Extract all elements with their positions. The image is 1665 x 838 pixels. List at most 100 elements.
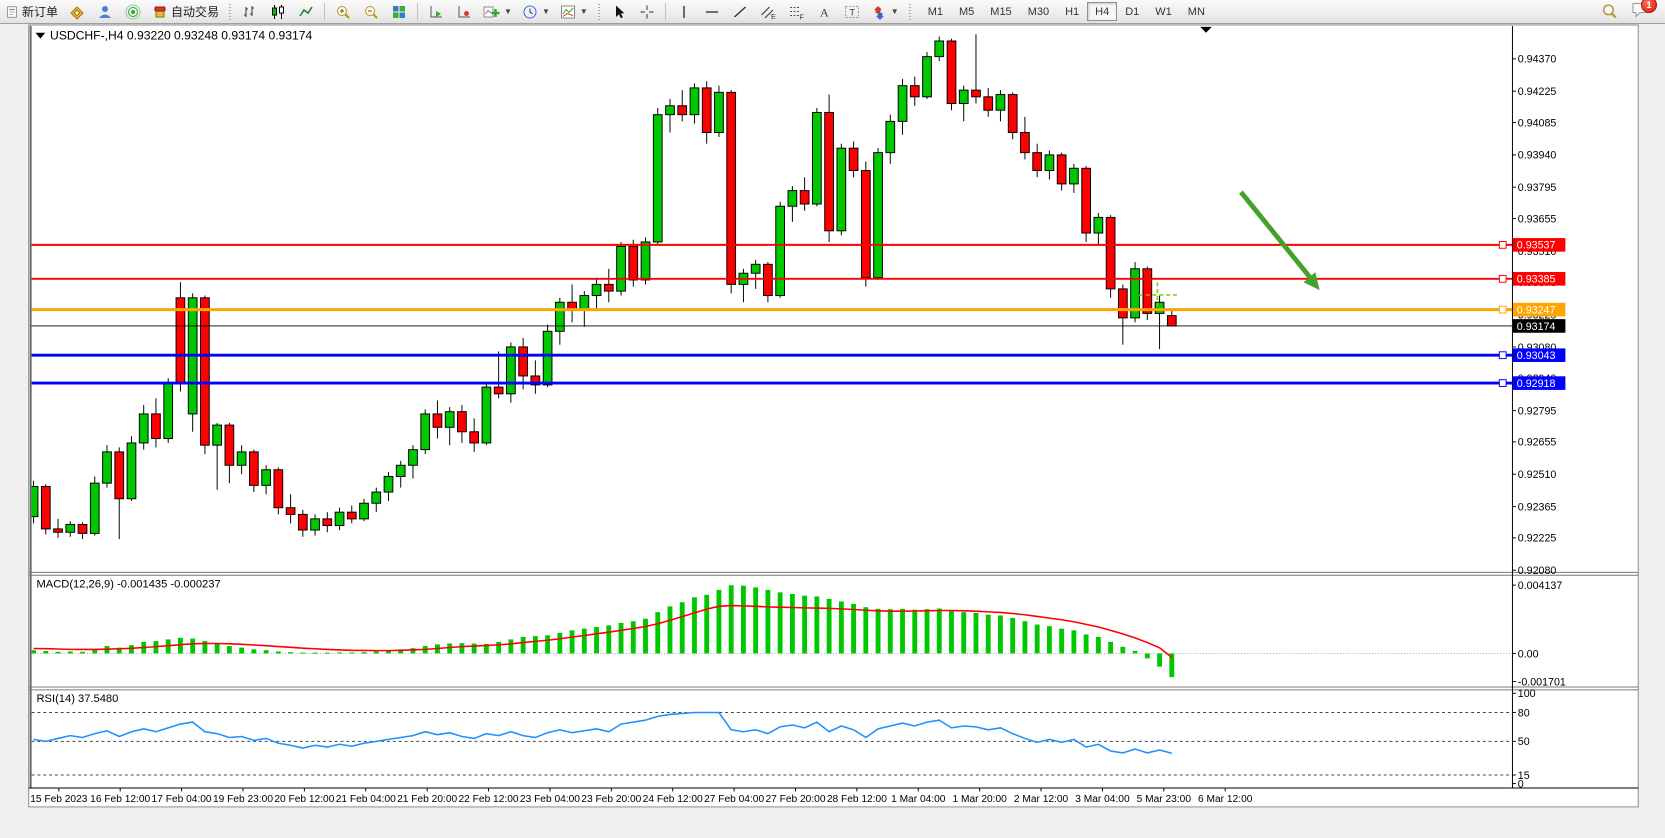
- cursor-button[interactable]: [606, 1, 632, 22]
- zoom-out-button[interactable]: [358, 1, 384, 22]
- horizontal-level-line[interactable]: [31, 274, 1512, 283]
- equidistant-channel-button[interactable]: E: [755, 1, 781, 22]
- panel-grip[interactable]: [29, 25, 32, 788]
- horizontal-level-line[interactable]: [31, 305, 1512, 314]
- level-line-handle[interactable]: [1498, 305, 1507, 314]
- timeframe-button-h1[interactable]: H1: [1057, 2, 1087, 21]
- candle-body: [114, 451, 125, 500]
- candle-body: [1056, 154, 1067, 185]
- candle-body: [334, 511, 345, 527]
- candle-body: [518, 346, 528, 377]
- zoom-in-button[interactable]: [330, 1, 356, 22]
- arrow-shapes-button[interactable]: ▼: [867, 1, 903, 22]
- candle-body: [469, 431, 480, 444]
- fibonacci-button[interactable]: F: [783, 1, 809, 22]
- notifications-button[interactable]: 1: [1631, 0, 1657, 23]
- candle-body: [212, 424, 222, 446]
- candlestick-chart-button[interactable]: [265, 1, 291, 22]
- crosshair-button[interactable]: [634, 1, 660, 22]
- toolbar-right-group: 1: [1595, 0, 1661, 23]
- time-axis-label: 21 Feb 20:00: [397, 794, 457, 805]
- candle-body: [775, 205, 786, 297]
- scroll-position-icon[interactable]: [1200, 26, 1212, 33]
- horizontal-line-button[interactable]: [699, 1, 725, 22]
- trend-arrow-annotation[interactable]: [1239, 190, 1320, 291]
- crosshair-icon: [640, 5, 654, 18]
- market-watch-button[interactable]: [92, 1, 118, 22]
- equidistant-channel-icon: E: [760, 6, 776, 20]
- text-icon: A: [820, 5, 829, 19]
- signal-button[interactable]: [120, 1, 146, 22]
- timeframe-button-m5[interactable]: M5: [951, 2, 982, 21]
- timeframe-button-h4[interactable]: H4: [1087, 2, 1118, 21]
- candle-body: [689, 87, 700, 116]
- chart-shift-button[interactable]: [451, 1, 477, 22]
- new-order-button[interactable]: 新订单: [1, 1, 62, 22]
- candle-body: [873, 152, 883, 279]
- toolbar-separator: [324, 2, 326, 21]
- time-axis-label: 3 Mar 04:00: [1075, 794, 1130, 805]
- timeframe-button-mn[interactable]: MN: [1180, 2, 1213, 21]
- horizontal-level-line[interactable]: [31, 351, 1512, 360]
- candle-body: [31, 486, 39, 518]
- trendline-button[interactable]: [727, 1, 753, 22]
- horizontal-level-line[interactable]: [31, 379, 1512, 387]
- candle-body: [1044, 154, 1055, 171]
- collapse-triangle-icon[interactable]: [35, 32, 46, 39]
- candle-body: [836, 147, 847, 232]
- text-button[interactable]: A: [811, 1, 837, 22]
- candle-body: [1117, 288, 1128, 319]
- level-line-handle[interactable]: [1498, 351, 1507, 360]
- candle-body: [958, 89, 969, 105]
- timeframe-button-d1[interactable]: D1: [1117, 2, 1147, 21]
- search-button[interactable]: [1596, 1, 1622, 22]
- autotrading-button[interactable]: 自动交易: [148, 1, 223, 22]
- horizontal-level-line[interactable]: [31, 240, 1512, 249]
- new-chart-button[interactable]: ▼: [479, 1, 516, 22]
- candle-body: [1032, 152, 1043, 171]
- level-line-handle[interactable]: [1498, 240, 1507, 249]
- auto-scroll-button[interactable]: [423, 1, 449, 22]
- timeframe-group: M1 M5 M15 M30 H1 H4 D1 W1 MN: [920, 2, 1213, 21]
- timeframe-button-m30[interactable]: M30: [1020, 2, 1057, 21]
- axis-tick-label: 0.92225: [1518, 533, 1557, 545]
- line-chart-button[interactable]: [293, 1, 319, 22]
- text-label-button[interactable]: T: [839, 1, 865, 22]
- templates-button[interactable]: ▼: [556, 1, 592, 22]
- market-watch-icon: [99, 5, 112, 18]
- level-line-handle[interactable]: [1498, 274, 1507, 283]
- candle-body: [102, 451, 112, 484]
- period-dropdown-button[interactable]: ▼: [518, 1, 554, 22]
- candle-body: [934, 40, 945, 58]
- quotes-button[interactable]: [64, 1, 90, 22]
- candle-body: [1093, 216, 1104, 234]
- timeframe-button-w1[interactable]: W1: [1147, 2, 1180, 21]
- tile-windows-button[interactable]: [386, 1, 412, 22]
- axis-tick-label: 0.94225: [1518, 86, 1557, 98]
- line-chart-icon: [299, 6, 313, 16]
- toolbar-grip: [596, 3, 601, 20]
- candle-body: [151, 413, 161, 439]
- candle-body: [579, 295, 590, 310]
- auto-scroll-icon: [430, 5, 443, 17]
- candle-body: [77, 523, 88, 534]
- bar-chart-button[interactable]: [237, 1, 263, 22]
- candle-body: [1007, 94, 1018, 134]
- candle-body: [665, 105, 675, 116]
- vertical-line-button[interactable]: [671, 1, 697, 22]
- candle-body: [542, 330, 553, 386]
- clock-icon: [523, 5, 537, 18]
- level-line-handle[interactable]: [1498, 379, 1507, 387]
- fibonacci-icon: F: [789, 6, 804, 20]
- macd-signal-line: [33, 604, 1173, 658]
- timeframe-button-m1[interactable]: M1: [920, 2, 951, 21]
- time-axis-label: 1 Mar 20:00: [952, 794, 1007, 805]
- price-chart[interactable]: 0.94370 0.94225 0.94085 0.93940 0.93795 0.936…: [0, 24, 1665, 838]
- candle-body: [371, 491, 382, 504]
- axis-tick-label: 0.93795: [1518, 182, 1557, 194]
- vertical-line-icon: [683, 5, 685, 18]
- timeframe-button-m15[interactable]: M15: [982, 2, 1019, 21]
- svg-text:T: T: [849, 7, 855, 17]
- time-axis-label: 23 Feb 20:00: [581, 794, 641, 805]
- candle-body: [346, 511, 357, 520]
